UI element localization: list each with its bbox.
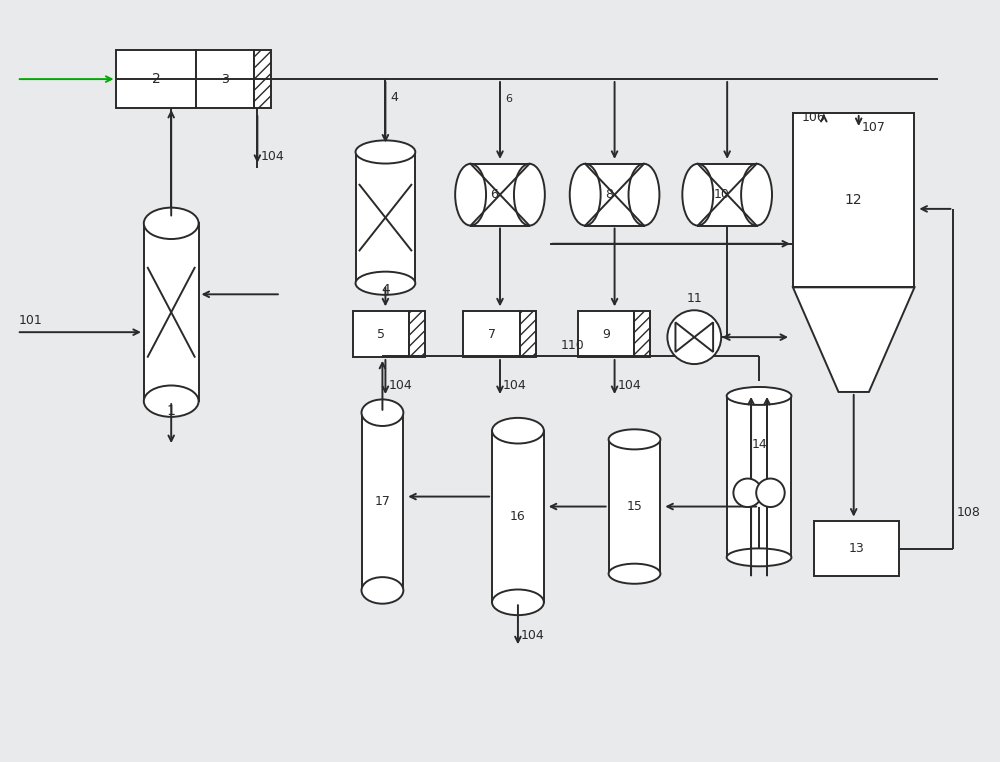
Ellipse shape bbox=[455, 164, 486, 226]
Text: 8: 8 bbox=[605, 188, 613, 201]
Text: 104: 104 bbox=[388, 379, 412, 392]
Bar bbox=[144, 223, 199, 401]
Bar bbox=[698, 164, 757, 226]
Text: 108: 108 bbox=[956, 506, 980, 519]
Text: 10: 10 bbox=[713, 188, 729, 201]
Ellipse shape bbox=[356, 271, 415, 295]
Text: 5: 5 bbox=[377, 328, 385, 341]
Circle shape bbox=[756, 479, 785, 507]
Bar bbox=[727, 396, 791, 557]
Ellipse shape bbox=[609, 429, 660, 450]
Text: 107: 107 bbox=[862, 121, 886, 134]
Ellipse shape bbox=[144, 207, 199, 239]
Bar bbox=[814, 521, 899, 576]
Text: 3: 3 bbox=[221, 72, 229, 85]
Text: 6: 6 bbox=[505, 94, 512, 104]
Bar bbox=[196, 50, 254, 108]
Text: 9: 9 bbox=[602, 328, 610, 341]
Text: 11: 11 bbox=[686, 293, 702, 306]
Text: 4: 4 bbox=[390, 91, 398, 104]
Bar bbox=[353, 311, 409, 357]
Bar bbox=[362, 413, 403, 591]
Ellipse shape bbox=[362, 399, 403, 426]
Ellipse shape bbox=[609, 564, 660, 584]
Bar bbox=[609, 440, 660, 574]
Text: 7: 7 bbox=[488, 328, 496, 341]
Polygon shape bbox=[793, 287, 914, 392]
Ellipse shape bbox=[514, 164, 545, 226]
Ellipse shape bbox=[727, 549, 791, 566]
Text: 12: 12 bbox=[845, 193, 863, 207]
Ellipse shape bbox=[492, 418, 544, 443]
Text: 14: 14 bbox=[751, 438, 767, 451]
Text: 101: 101 bbox=[19, 314, 43, 327]
Ellipse shape bbox=[727, 387, 791, 405]
Text: 13: 13 bbox=[848, 543, 864, 555]
Circle shape bbox=[733, 479, 762, 507]
Ellipse shape bbox=[570, 164, 601, 226]
Bar bbox=[463, 311, 520, 357]
Text: 104: 104 bbox=[618, 379, 641, 392]
Ellipse shape bbox=[629, 164, 659, 226]
Text: 15: 15 bbox=[627, 500, 642, 513]
Bar bbox=[634, 311, 650, 357]
Text: 104: 104 bbox=[260, 150, 284, 163]
Bar bbox=[409, 311, 425, 357]
Bar bbox=[585, 164, 644, 226]
Text: 6: 6 bbox=[490, 188, 498, 201]
Circle shape bbox=[667, 310, 721, 364]
Text: 4: 4 bbox=[381, 283, 390, 297]
Bar bbox=[520, 311, 536, 357]
Text: 1: 1 bbox=[167, 404, 176, 418]
Bar bbox=[471, 164, 529, 226]
Text: 17: 17 bbox=[374, 495, 390, 508]
Bar bbox=[254, 50, 271, 108]
Ellipse shape bbox=[741, 164, 772, 226]
Bar bbox=[492, 431, 544, 602]
Text: 110: 110 bbox=[561, 339, 585, 352]
Ellipse shape bbox=[356, 140, 415, 164]
Text: 104: 104 bbox=[503, 379, 527, 392]
Ellipse shape bbox=[492, 590, 544, 615]
Ellipse shape bbox=[362, 577, 403, 604]
Bar bbox=[356, 152, 415, 283]
Bar bbox=[116, 50, 196, 108]
Ellipse shape bbox=[144, 386, 199, 417]
Text: 2: 2 bbox=[152, 72, 161, 86]
Ellipse shape bbox=[682, 164, 713, 226]
Bar bbox=[793, 113, 914, 287]
Text: 16: 16 bbox=[510, 510, 526, 523]
Text: 104: 104 bbox=[521, 629, 545, 642]
Bar bbox=[578, 311, 634, 357]
Text: 106: 106 bbox=[802, 111, 826, 124]
